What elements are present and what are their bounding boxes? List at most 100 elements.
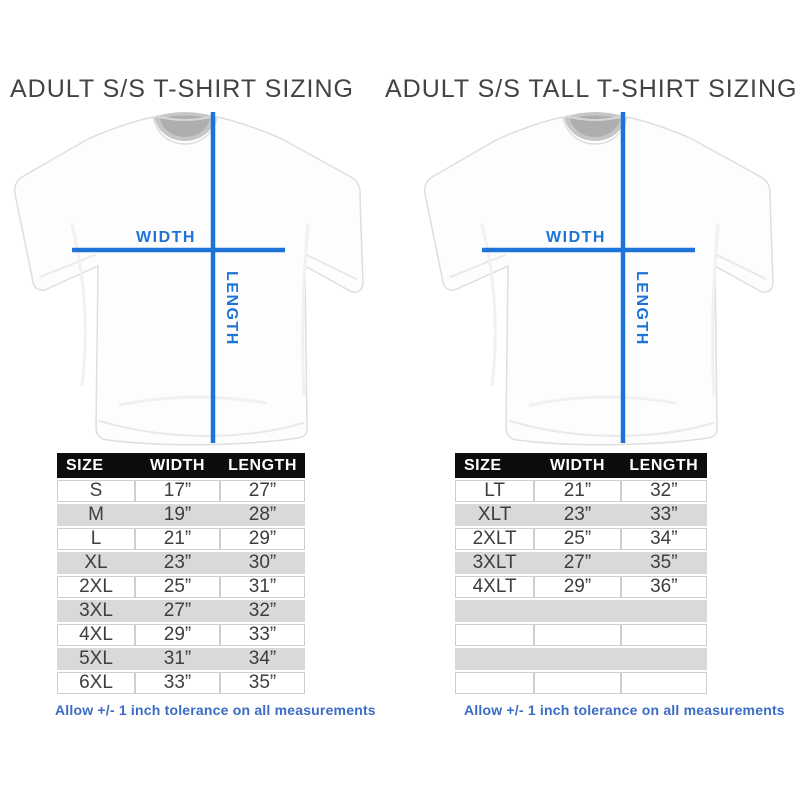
tshirt-shading (70, 223, 87, 387)
table-cell: XL (57, 552, 135, 574)
header-size: SIZE (57, 453, 135, 478)
table-cell (455, 624, 535, 646)
table-cell: 32” (620, 480, 707, 502)
table-row: 2XL 25” 31” (57, 576, 305, 598)
table-cell: L (57, 528, 135, 550)
table-cell: 29” (135, 624, 220, 646)
table-cell: 34” (220, 648, 305, 670)
tshirt-shading (711, 223, 720, 397)
panel-title: ADULT S/S T-SHIRT SIZING (10, 75, 354, 103)
tshirt-sleeve-seam-left (449, 254, 506, 278)
table-row: 3XLT 27” 35” (455, 552, 707, 574)
table-row: M 19” 28” (57, 504, 305, 526)
table-cell: 33” (620, 504, 707, 526)
table-row: 3XL 27” 32” (57, 600, 305, 622)
table-cell (455, 600, 535, 622)
tshirt-shading (480, 223, 497, 387)
table-cell: 31” (220, 576, 305, 598)
table-cell: 25” (534, 528, 621, 550)
header-size: SIZE (455, 453, 535, 478)
table-row: 2XLT 25” 34” (455, 528, 707, 550)
table-row: 4XLT 29” 36” (455, 576, 707, 598)
table-cell (534, 624, 621, 646)
table-cell: 31” (135, 648, 220, 670)
table-row: 4XL 29” 33” (57, 624, 305, 646)
table-cell: 23” (135, 552, 220, 574)
table-row (455, 672, 707, 694)
table-cell: 27” (135, 600, 220, 622)
tolerance-note: Allow +/- 1 inch tolerance on all measur… (55, 702, 376, 718)
table-cell: LT (455, 480, 535, 502)
table-cell: 4XL (57, 624, 135, 646)
table-cell: 32” (220, 600, 305, 622)
panel-tall-sizing: ADULT S/S TALL T-SHIRT SIZING WIDTH LENG… (385, 0, 800, 800)
tshirt-back-collar (155, 115, 215, 121)
table-cell: 19” (135, 504, 220, 526)
table-cell: 28” (220, 504, 305, 526)
table-cell: XLT (455, 504, 535, 526)
table-cell (620, 600, 707, 622)
tolerance-note: Allow +/- 1 inch tolerance on all measur… (464, 702, 785, 718)
tshirt-body (424, 116, 774, 446)
table-cell: 27” (534, 552, 621, 574)
tshirt-collar-shadow (160, 115, 210, 137)
width-label: WIDTH (136, 229, 196, 246)
table-row: LT 21” 32” (455, 480, 707, 502)
table-row (455, 600, 707, 622)
table-row: 5XL 31” 34” (57, 648, 305, 670)
table-cell (455, 648, 535, 670)
tshirt-hem-seam (99, 420, 304, 437)
tshirt-body (14, 116, 364, 446)
table-cell: 3XLT (455, 552, 535, 574)
table-row: L 21” 29” (57, 528, 305, 550)
table-cell: S (57, 480, 135, 502)
table-cell: 36” (620, 576, 707, 598)
table-cell: 2XLT (455, 528, 535, 550)
header-row: SIZE WIDTH LENGTH (57, 453, 305, 478)
tshirt-shading (528, 395, 677, 407)
tshirt-sleeve-seam-right (716, 254, 767, 280)
length-label: LENGTH (223, 271, 240, 346)
size-table: SIZE WIDTH LENGTH S 17” 27” M 19” 28” L 21” 29” X… (57, 451, 305, 696)
header-width: WIDTH (534, 453, 621, 478)
tshirt-illustration: WIDTH LENGTH (14, 112, 364, 446)
tshirt-illustration: WIDTH LENGTH (424, 112, 774, 446)
table-cell: M (57, 504, 135, 526)
table-cell: 6XL (57, 672, 135, 694)
panel-regular-sizing: ADULT S/S T-SHIRT SIZING WIDTH LENGTH SI… (0, 0, 398, 800)
table-row: 6XL 33” 35” (57, 672, 305, 694)
tshirt-sleeve-seam-left (39, 254, 96, 278)
table-cell: 21” (135, 528, 220, 550)
table-cell (534, 600, 621, 622)
table-cell (534, 672, 621, 694)
width-label: WIDTH (546, 229, 606, 246)
header-width: WIDTH (135, 453, 220, 478)
table-cell: 35” (220, 672, 305, 694)
table-cell: 17” (135, 480, 220, 502)
tshirt-hem-seam (509, 420, 714, 437)
length-label: LENGTH (633, 271, 650, 346)
table-cell: 34” (620, 528, 707, 550)
table-row: XLT 23” 33” (455, 504, 707, 526)
table-cell: 4XLT (455, 576, 535, 598)
table-row (455, 624, 707, 646)
table-row: XL 23” 30” (57, 552, 305, 574)
table-cell: 35” (620, 552, 707, 574)
table-cell (620, 648, 707, 670)
size-table-body: S 17” 27” M 19” 28” L 21” 29” XL 23” 30” 2XL 25” 31” 3X… (57, 480, 305, 694)
table-cell (620, 672, 707, 694)
table-cell: 3XL (57, 600, 135, 622)
table-cell: 23” (534, 504, 621, 526)
header-row: SIZE WIDTH LENGTH (455, 453, 707, 478)
table-cell (534, 648, 621, 670)
size-table: SIZE WIDTH LENGTH LT 21” 32” XLT 23” 33” 2XLT 2… (455, 451, 707, 696)
table-cell: 2XL (57, 576, 135, 598)
table-cell (620, 624, 707, 646)
tshirt-shading (301, 223, 310, 397)
panel-title: ADULT S/S TALL T-SHIRT SIZING (385, 75, 798, 103)
size-table-header: SIZE WIDTH LENGTH (57, 453, 305, 478)
tshirt-shading (118, 395, 267, 407)
table-row (455, 648, 707, 670)
table-cell: 33” (220, 624, 305, 646)
table-cell (455, 672, 535, 694)
